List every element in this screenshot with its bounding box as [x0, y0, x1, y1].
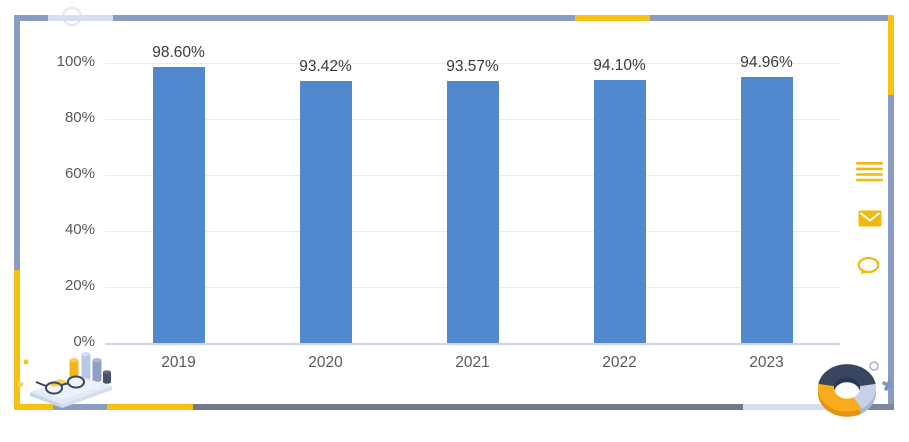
y-axis-tick-label: 100%: [56, 53, 95, 70]
x-axis-label: 2022: [602, 354, 637, 371]
y-axis-tick-label: 0%: [73, 333, 95, 350]
frame-border-left-yellow: [14, 270, 20, 410]
frame-border-top-yellow: [575, 15, 650, 21]
bar-2020: [299, 81, 352, 343]
frame-border-top: [14, 15, 888, 21]
frame-border-bottom-seg6: [863, 404, 894, 410]
bar-2019: [152, 66, 205, 343]
x-axis-label: 2021: [455, 354, 490, 371]
mail-icon[interactable]: [858, 210, 882, 227]
bar-value-label: 93.57%: [446, 58, 499, 75]
frame-border-bottom-seg4: [193, 404, 743, 410]
y-axis-tick-label: 40%: [64, 221, 95, 238]
frame-border-right-yellow: [888, 15, 894, 95]
frame-border-right: [888, 95, 894, 410]
donut-chart-illustration: [818, 361, 894, 417]
frame-border-bottom-seg3: [107, 404, 193, 410]
x-axis-line: [105, 343, 840, 345]
frame-border-left: [14, 15, 20, 270]
frame-border-top-light: [48, 15, 113, 21]
bar-value-label: 94.96%: [740, 54, 793, 72]
x-axis-label: 2020: [308, 354, 343, 371]
desk-analytics-illustration: [17, 352, 112, 408]
bar-2021: [446, 81, 499, 343]
x-axis-label: 2023: [749, 354, 784, 371]
menu-icon[interactable]: [856, 162, 883, 182]
bar-value-label: 98.60%: [152, 43, 205, 61]
x-axis-label: 2019: [161, 354, 196, 371]
bar-value-label: 94.10%: [593, 56, 646, 74]
gridline: [105, 63, 840, 64]
bar-2023: [740, 77, 793, 343]
chat-icon[interactable]: [857, 257, 881, 276]
y-axis-tick-label: 80%: [64, 109, 95, 126]
frame-border-bottom-seg1: [14, 404, 53, 410]
y-axis-tick-label: 60%: [64, 165, 95, 182]
frame-border-bottom-seg2: [53, 404, 107, 410]
frame-border-bottom-seg5: [743, 404, 863, 410]
y-axis-tick-label: 20%: [64, 277, 95, 294]
bar-2022: [593, 79, 646, 343]
bar-value-label: 93.42%: [299, 58, 352, 76]
